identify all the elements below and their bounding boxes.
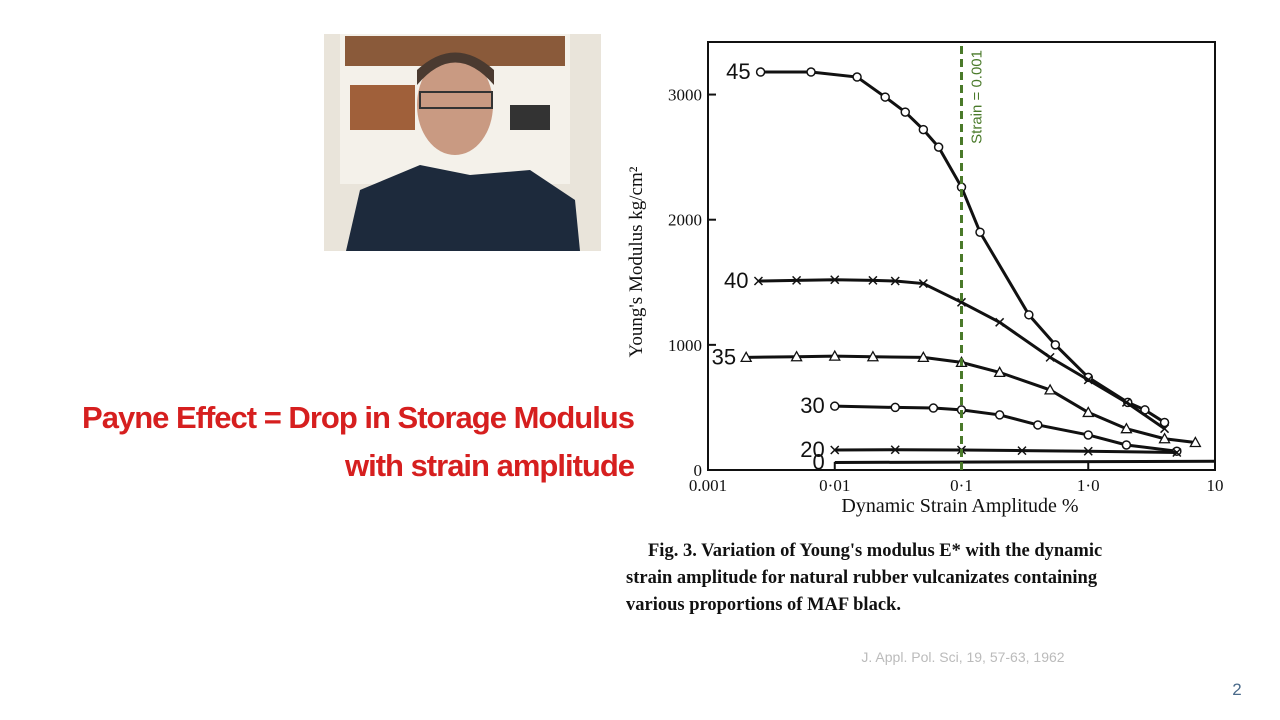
data-point: [1159, 417, 1170, 428]
data-point: [900, 107, 911, 117]
data-point: [890, 445, 900, 455]
y-tick-label: 0: [694, 461, 703, 480]
data-point: [868, 275, 878, 285]
y-tick-label: 1000: [668, 336, 702, 355]
x-axis-title: Dynamic Strain Amplitude %: [841, 495, 1078, 517]
slide-title: Payne Effect = Drop in Storage Modulus: [82, 400, 634, 435]
data-point: [1189, 436, 1202, 448]
y-tick-label: 2000: [668, 211, 702, 230]
data-point: [880, 92, 890, 102]
page-number: 2: [1232, 680, 1241, 699]
data-point: [1033, 420, 1043, 430]
x-tick-label: 1·0: [1077, 476, 1100, 495]
data-point: [1120, 422, 1133, 434]
citation: J. Appl. Pol. Sci, 19, 57-63, 1962: [861, 649, 1064, 665]
data-point: [1083, 375, 1093, 385]
data-point: [866, 350, 880, 362]
data-point: [993, 366, 1006, 378]
data-point: [890, 276, 900, 286]
slide-title: with strain amplitude: [344, 448, 635, 483]
data-point: [1082, 406, 1095, 418]
series-label: 0: [813, 449, 825, 474]
data-point: [790, 350, 803, 362]
data-point: [918, 124, 929, 135]
data-point: [890, 402, 900, 413]
data-point: [755, 67, 766, 77]
x-tick-label: 0·1: [950, 476, 973, 495]
data-point: [1024, 310, 1034, 320]
series-line: [746, 354, 1196, 444]
data-point: [994, 410, 1005, 420]
data-point: [1043, 383, 1057, 395]
data-point: [956, 297, 967, 307]
data-point: [1158, 432, 1171, 444]
series-label: 40: [724, 268, 748, 293]
y-axis-title: Young's Modulus kg/cm²: [626, 166, 647, 357]
data-point: [830, 401, 840, 411]
data-point: [975, 227, 985, 237]
caption: strain amplitude for natural rubber vulc…: [626, 568, 1098, 588]
data-point: [928, 403, 939, 413]
x-tick-label: 10: [1207, 476, 1224, 495]
data-point: [995, 317, 1005, 327]
caption: Fig. 3. Variation of Young's modulus E* …: [648, 541, 1102, 561]
caption: various proportions of MAF black.: [626, 595, 901, 615]
data-point: [1121, 397, 1131, 407]
series-line: [834, 448, 1177, 454]
series-label: 35: [712, 344, 736, 369]
series-label: 20: [800, 437, 824, 462]
y-tick-label: 3000: [668, 86, 702, 105]
data-point: [792, 275, 802, 285]
data-point: [830, 275, 840, 285]
data-point: [1045, 352, 1055, 362]
data-point: [1083, 446, 1093, 456]
annotation-label: Strain = 0.001: [969, 50, 986, 144]
data-point: [740, 351, 753, 363]
series-line: [758, 278, 1166, 430]
data-point: [918, 279, 928, 289]
data-point: [753, 276, 763, 286]
data-point: [1160, 424, 1170, 434]
data-point: [1172, 447, 1182, 458]
series-label: 30: [800, 393, 824, 418]
webcam: [324, 34, 601, 251]
data-point: [806, 67, 816, 77]
series-line: [834, 459, 1216, 464]
data-point: [1121, 440, 1132, 450]
data-point: [933, 142, 944, 152]
data-point: [830, 445, 840, 455]
x-tick-label: 0·01: [819, 476, 850, 495]
data-point: [917, 351, 930, 363]
data-point: [1017, 446, 1027, 456]
data-point: [852, 72, 862, 82]
x-tick-label: 0.001: [689, 476, 727, 495]
series-label: 45: [726, 59, 750, 84]
data-point: [1050, 340, 1061, 350]
data-point: [828, 349, 841, 361]
data-point: [1083, 430, 1093, 440]
